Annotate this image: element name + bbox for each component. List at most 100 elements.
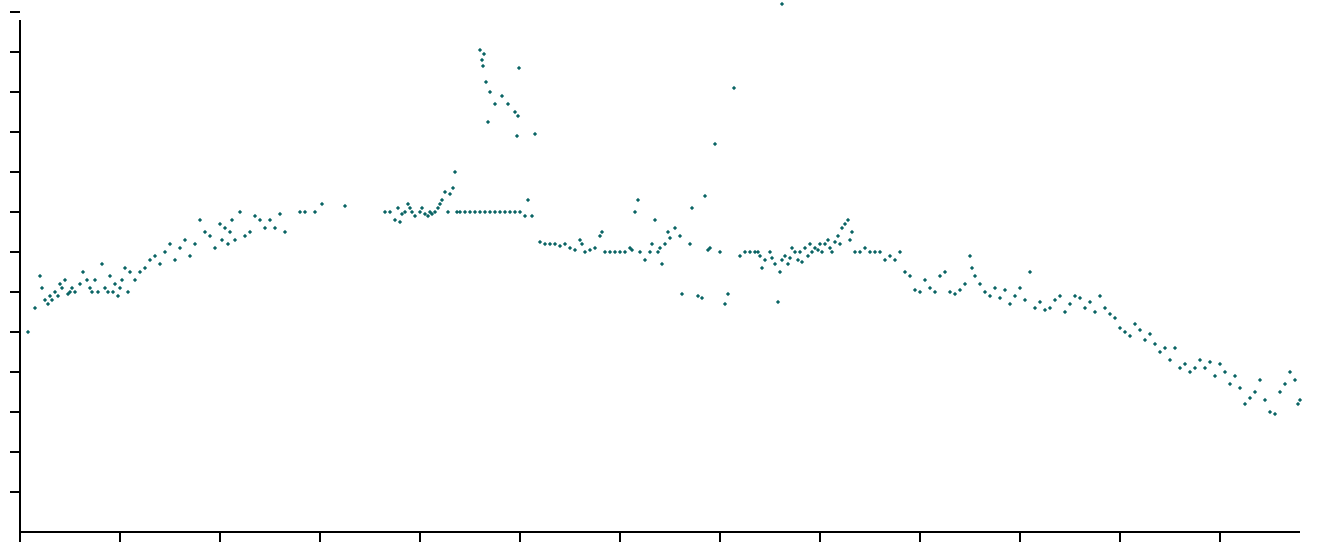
data-point — [787, 255, 793, 261]
data-point — [649, 241, 655, 247]
data-point — [182, 237, 188, 243]
data-point — [507, 209, 513, 215]
data-point — [785, 261, 791, 267]
data-point — [647, 249, 653, 255]
data-point — [55, 293, 61, 299]
data-point — [450, 185, 456, 191]
data-point — [952, 291, 958, 297]
data-point — [845, 217, 851, 223]
data-point — [1002, 287, 1008, 293]
data-point — [57, 281, 63, 287]
data-point — [37, 273, 43, 279]
data-point — [262, 225, 268, 231]
data-point — [522, 213, 528, 219]
data-point — [612, 249, 618, 255]
data-point — [617, 249, 623, 255]
data-point — [297, 209, 303, 215]
data-point — [747, 249, 753, 255]
data-point — [397, 219, 403, 225]
data-point — [429, 211, 435, 217]
data-point — [642, 257, 648, 263]
data-point — [442, 189, 448, 195]
data-point — [552, 241, 558, 247]
data-point — [1007, 301, 1013, 307]
data-point — [417, 209, 423, 215]
data-point — [835, 233, 841, 239]
data-point — [45, 301, 51, 307]
data-point — [225, 241, 231, 247]
data-point — [247, 229, 253, 235]
data-point — [1032, 305, 1038, 311]
data-point — [1097, 293, 1103, 299]
data-point — [319, 201, 325, 207]
data-point — [107, 273, 113, 279]
data-point — [172, 257, 178, 263]
data-point — [162, 249, 168, 255]
data-point — [217, 221, 223, 227]
data-point — [84, 277, 90, 283]
data-point — [967, 253, 973, 259]
data-point — [119, 277, 125, 283]
data-point — [815, 247, 821, 253]
data-point — [825, 237, 831, 243]
data-point — [402, 209, 408, 215]
data-point — [537, 239, 543, 245]
data-point — [212, 245, 218, 251]
data-point — [192, 241, 198, 247]
data-point — [902, 269, 908, 275]
data-point — [907, 273, 913, 279]
data-point — [1057, 293, 1063, 299]
data-point — [635, 197, 641, 203]
data-point — [127, 269, 133, 275]
data-point — [445, 209, 451, 215]
data-point — [882, 257, 888, 263]
data-point — [1262, 397, 1268, 403]
data-point — [1072, 293, 1078, 299]
data-point — [1257, 377, 1263, 383]
data-point — [525, 197, 531, 203]
data-point — [862, 245, 868, 251]
data-point — [87, 285, 93, 291]
data-point — [1162, 345, 1168, 351]
data-point — [485, 119, 491, 125]
data-point — [312, 209, 318, 215]
data-point — [542, 241, 548, 247]
data-point — [137, 269, 143, 275]
data-point — [795, 257, 801, 263]
data-point — [579, 241, 585, 247]
data-point — [207, 233, 213, 239]
data-point — [425, 213, 431, 219]
data-point — [847, 237, 853, 243]
data-point — [479, 57, 485, 63]
data-point — [467, 209, 473, 215]
data-point — [775, 299, 781, 305]
data-point — [829, 249, 835, 255]
data-point — [77, 281, 83, 287]
data-point — [777, 269, 783, 275]
data-point — [1292, 377, 1298, 383]
data-point — [817, 241, 823, 247]
data-point — [947, 289, 953, 295]
data-point — [897, 249, 903, 255]
data-point — [302, 209, 308, 215]
data-point — [832, 239, 838, 245]
data-point — [422, 211, 428, 217]
data-point — [382, 209, 388, 215]
data-point — [483, 79, 489, 85]
data-point — [516, 65, 522, 71]
data-point — [229, 217, 235, 223]
data-point — [699, 295, 705, 301]
data-point — [387, 209, 393, 215]
data-point — [282, 229, 288, 235]
data-point — [742, 249, 748, 255]
data-point — [1177, 365, 1183, 371]
data-point — [242, 233, 248, 239]
data-point — [737, 253, 743, 259]
data-point — [607, 249, 613, 255]
data-point — [731, 85, 737, 91]
data-point — [802, 245, 808, 251]
data-point — [342, 203, 348, 209]
data-point — [52, 289, 58, 295]
data-point — [779, 1, 785, 7]
data-point — [755, 249, 761, 255]
